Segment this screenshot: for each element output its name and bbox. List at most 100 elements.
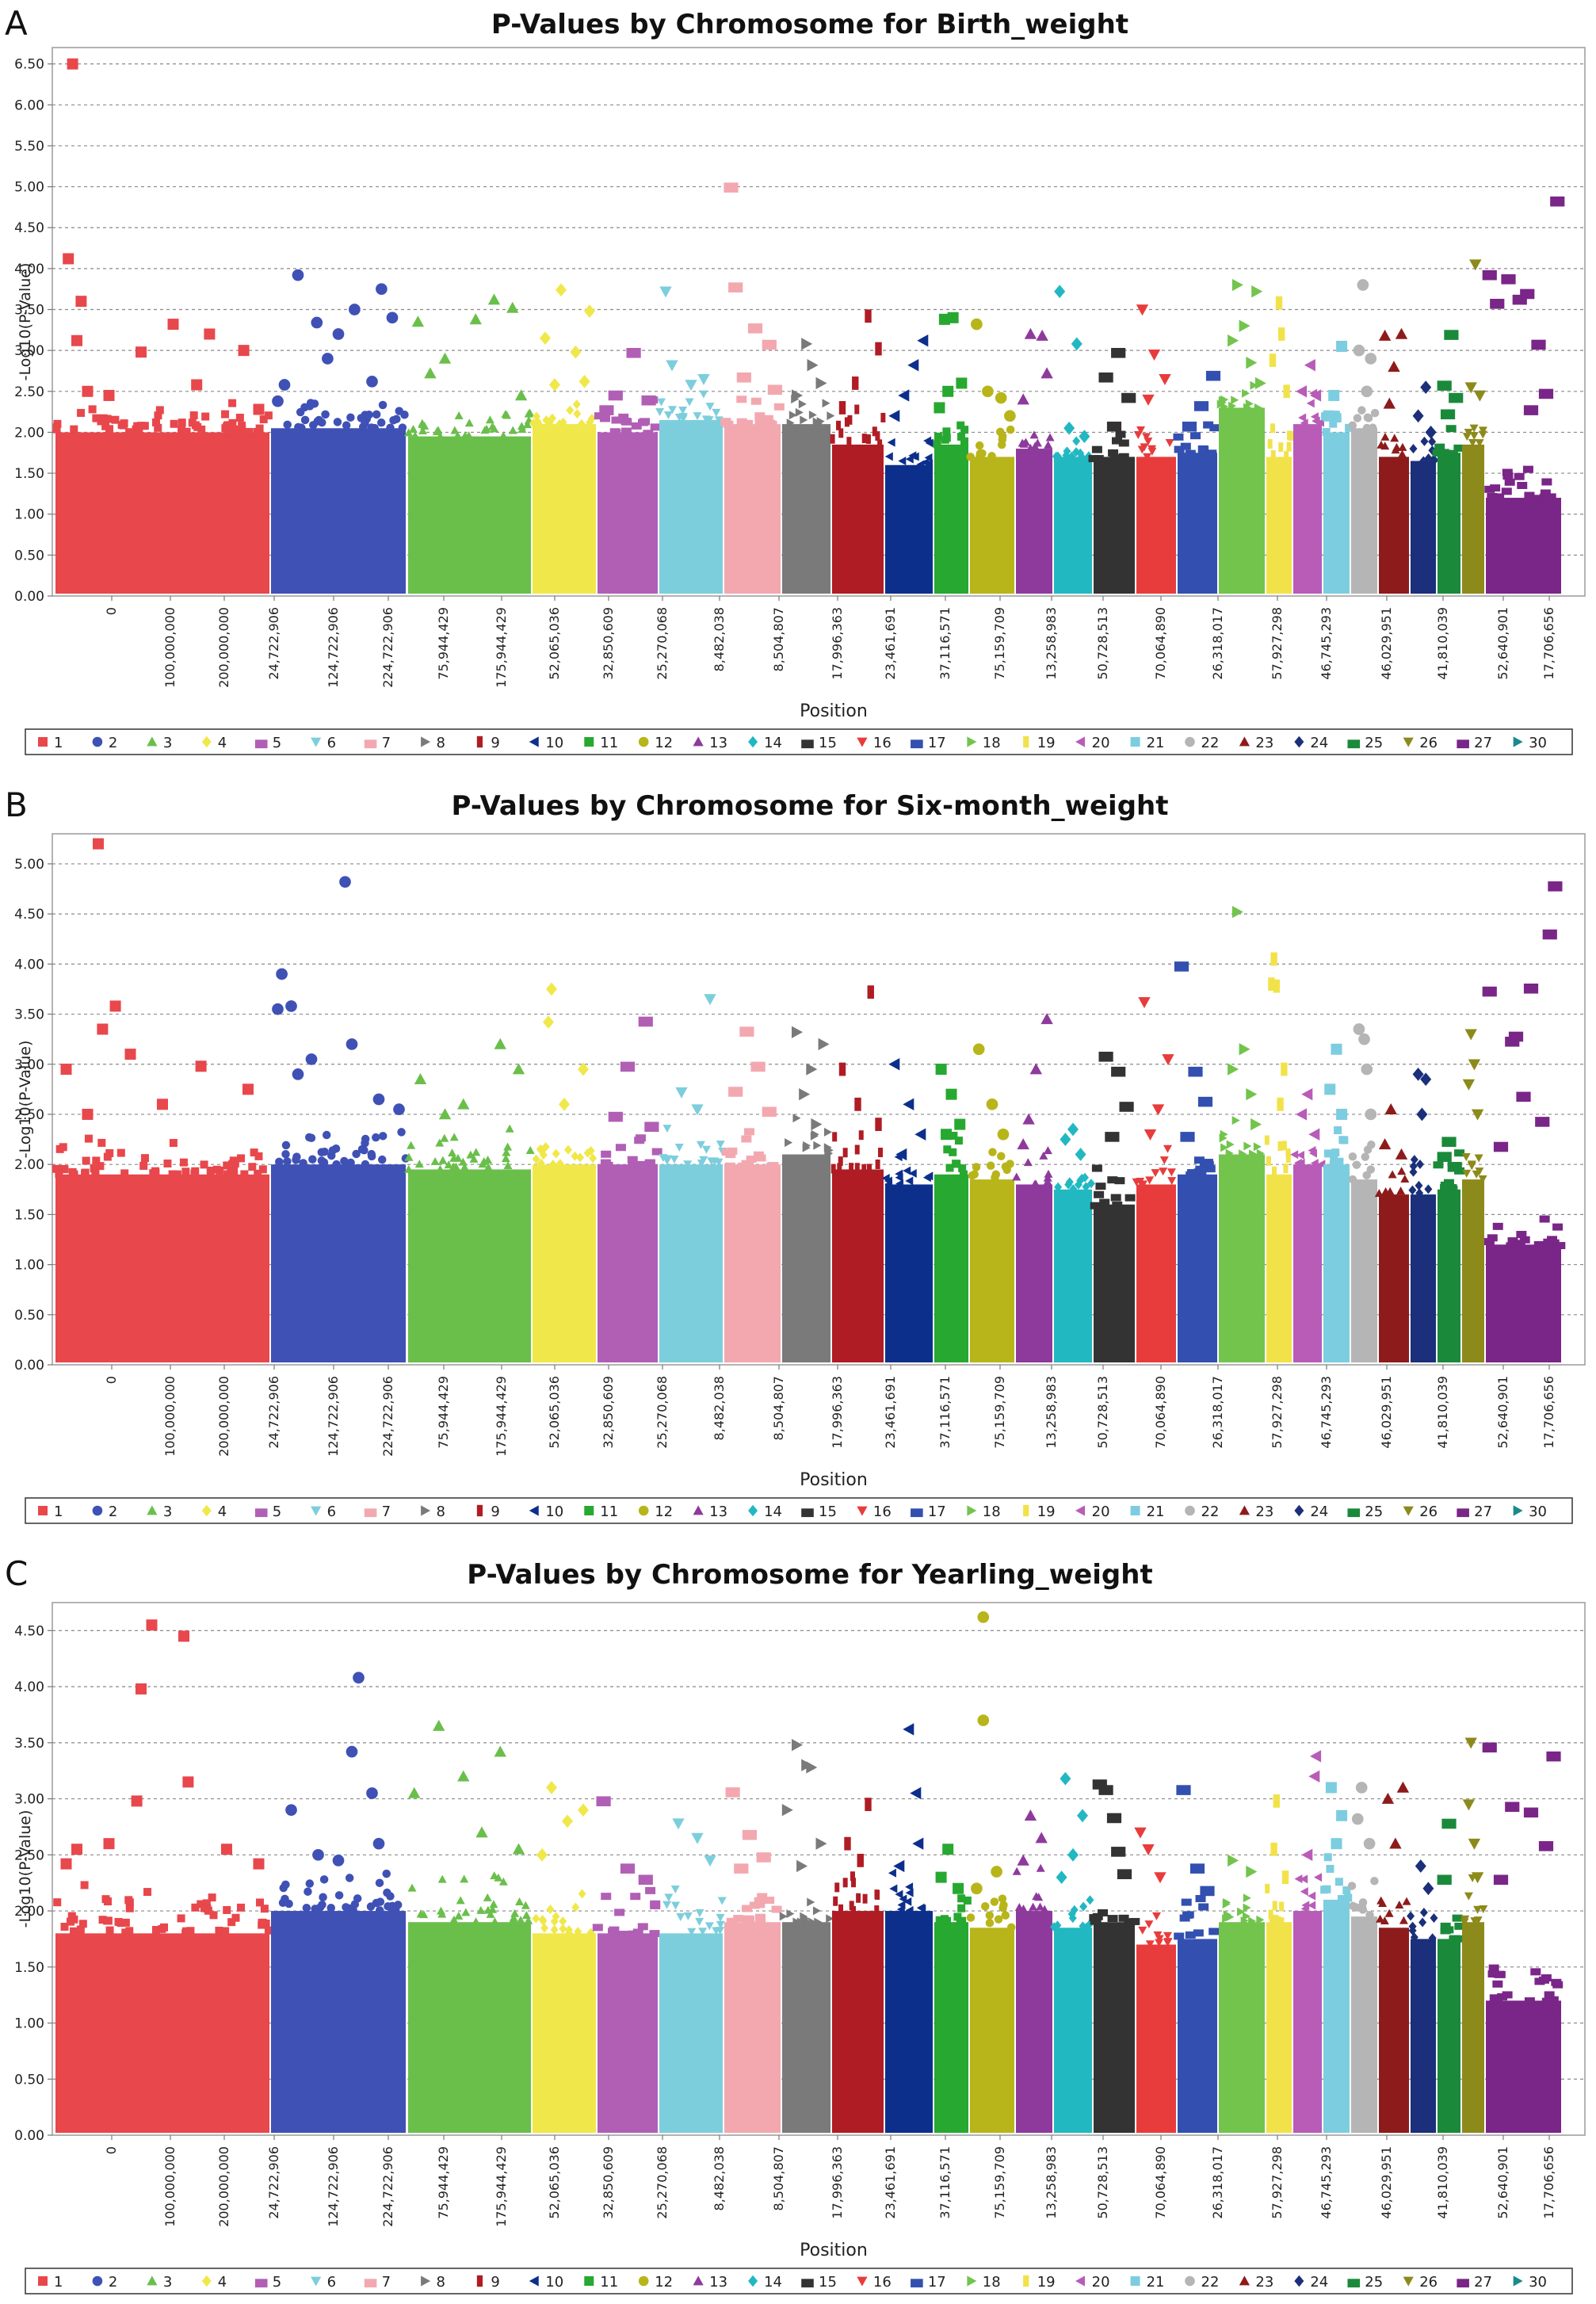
legend-item-27: 27	[1457, 2274, 1492, 2291]
legend-label: 22	[1201, 735, 1220, 751]
chromosome-7-dense-points	[724, 1922, 781, 2133]
chromosome-23-series	[1376, 327, 1409, 594]
legend-item-4: 4	[201, 1504, 227, 1520]
chromosome-9-dense-points	[832, 1169, 884, 1362]
chromosome-26-series	[1462, 259, 1487, 594]
data-point	[626, 347, 641, 358]
data-point	[1129, 1917, 1140, 1925]
data-point	[1428, 437, 1437, 447]
data-point	[160, 1923, 169, 1931]
data-point	[1226, 1140, 1235, 1149]
data-point	[1253, 1142, 1262, 1152]
data-point	[943, 1145, 952, 1154]
legend-marker	[1347, 2279, 1361, 2288]
data-point	[366, 1902, 376, 1911]
data-point	[889, 1884, 898, 1893]
data-point	[387, 1904, 396, 1912]
chromosome-16-dense-points	[1136, 1944, 1176, 2133]
data-point	[1353, 414, 1362, 422]
y-tick-label: 3.00	[14, 1792, 44, 1808]
data-point	[1493, 1141, 1509, 1152]
legend-label: 24	[1310, 1504, 1328, 1520]
data-point	[1479, 1905, 1488, 1914]
x-tick-label: 24,722,906	[266, 607, 281, 680]
data-point	[308, 1155, 317, 1164]
data-point	[1239, 1149, 1247, 1159]
chromosome-10-dense-points	[885, 464, 933, 594]
data-point	[1296, 1151, 1305, 1160]
data-point	[1326, 1864, 1334, 1873]
data-point	[372, 410, 381, 419]
chromosome-12-dense-points	[970, 1928, 1014, 2133]
data-point	[1136, 426, 1146, 435]
chromosome-15-series	[1089, 1779, 1140, 2133]
data-point	[1441, 1137, 1457, 1148]
data-point	[571, 1902, 580, 1912]
chromosome-15-series	[1088, 347, 1136, 594]
data-point	[830, 1163, 836, 1174]
data-point	[1254, 376, 1266, 390]
x-tick-label: 50,728,513	[1095, 1376, 1110, 1449]
data-point	[1390, 434, 1399, 442]
data-point	[456, 1896, 465, 1905]
data-point	[1075, 1148, 1086, 1161]
x-tick-label: 37,116,571	[937, 2146, 953, 2219]
data-point	[440, 1133, 449, 1142]
panel-C: C P-Values by Chromosome for Yearling_wei…	[5, 1554, 1586, 2294]
data-point	[258, 1165, 267, 1174]
legend-marker	[421, 2275, 431, 2287]
data-point	[505, 1124, 514, 1133]
legend-label: 5	[273, 1504, 281, 1520]
data-point	[1361, 1152, 1370, 1161]
x-tick-label: 0	[104, 607, 119, 615]
data-point	[424, 367, 437, 379]
data-point	[1243, 1903, 1251, 1912]
data-point	[1474, 1154, 1483, 1163]
data-point	[970, 1170, 979, 1179]
legend-marker	[1513, 736, 1523, 747]
legend-marker	[38, 2276, 48, 2286]
data-point	[1001, 1911, 1010, 1920]
data-point	[1086, 1179, 1095, 1189]
data-point	[114, 1917, 123, 1926]
chromosome-17-series	[1173, 370, 1221, 594]
x-tick-label: 100,000,000	[162, 607, 178, 688]
data-point	[852, 376, 859, 390]
legend-label: 7	[382, 735, 391, 751]
legend-item-19: 19	[1023, 735, 1056, 751]
y-tick-label: 2.00	[14, 1904, 44, 1920]
data-point	[1228, 1063, 1239, 1076]
legend-label: 16	[873, 1504, 892, 1520]
data-point	[1548, 881, 1563, 892]
legend-marker	[967, 1505, 977, 1516]
data-point	[305, 1879, 315, 1888]
data-point	[168, 1170, 177, 1179]
legend-label: 26	[1419, 2274, 1438, 2291]
legend-item-8: 8	[421, 2274, 445, 2291]
data-point	[1004, 410, 1016, 422]
data-point	[378, 400, 388, 410]
data-point	[728, 1087, 743, 1097]
data-point	[501, 410, 510, 418]
data-point	[109, 1000, 121, 1012]
legend-label: 25	[1365, 735, 1383, 751]
data-point	[1336, 1108, 1348, 1120]
chromosome-1-dense-points	[55, 1174, 269, 1362]
legend-marker	[967, 2275, 977, 2287]
data-point	[1067, 451, 1076, 461]
chromosome-2-dense-points	[271, 1911, 406, 2133]
data-point	[318, 1900, 326, 1909]
data-point	[577, 418, 586, 429]
x-tick-label: 8,482,038	[712, 607, 727, 671]
data-point	[285, 1000, 297, 1012]
data-point	[1054, 1182, 1063, 1192]
x-tick-label: 41,810,039	[1435, 2146, 1450, 2219]
data-point	[1107, 1915, 1118, 1923]
data-point	[685, 380, 697, 392]
data-point	[1119, 1102, 1134, 1112]
data-point	[1381, 1792, 1395, 1804]
data-point	[1082, 1922, 1090, 1932]
legend-item-25: 25	[1347, 735, 1383, 751]
y-tick-label: 4.00	[14, 957, 44, 972]
data-point	[1310, 389, 1322, 402]
